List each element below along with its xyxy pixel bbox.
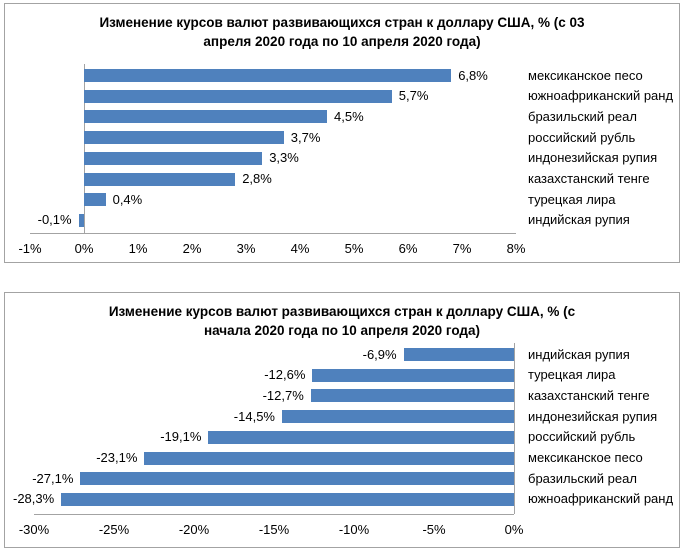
x-axis-line: [34, 514, 514, 515]
category-label: южноафриканский ранд: [528, 88, 674, 104]
x-axis-tick-label: 1%: [128, 241, 148, 256]
category-label: бразильский реал: [528, 108, 637, 124]
value-label: -27,1%: [32, 470, 74, 486]
bar: [84, 110, 327, 124]
bar: [84, 151, 263, 165]
weekly-change-chart-panel: Изменение курсов валют развивающихся стр…: [4, 3, 680, 263]
weekly-chart-plot-area: 6,8% мексиканское песо 5,7% южноафриканский…: [5, 4, 679, 262]
bar: [61, 492, 514, 506]
category-label: мексиканское песо: [528, 67, 643, 83]
bar: [208, 430, 514, 444]
value-label: -23,1%: [96, 450, 138, 465]
y-axis-line: [514, 343, 515, 514]
bar: [84, 69, 452, 82]
chart-title-line-1: Изменение курсов валют развивающихся стр…: [99, 15, 585, 30]
value-label: -12,6%: [264, 367, 306, 383]
bar: [84, 172, 236, 186]
category-label: индонезийская рупия: [528, 408, 658, 424]
x-axis-tick-label: -10%: [338, 522, 370, 537]
bar: [84, 131, 284, 145]
value-label: -14,5%: [233, 408, 275, 424]
ytd-change-chart-panel: Изменение курсов валют развивающихся стр…: [4, 292, 680, 548]
category-label: казахстанский тенге: [528, 171, 650, 186]
x-axis-tick-label: -25%: [98, 522, 130, 537]
value-label: -6,9%: [362, 346, 397, 362]
category-label: индонезийская рупия: [528, 150, 658, 166]
bar: [84, 193, 106, 207]
x-axis-tick-label: -5%: [422, 522, 446, 537]
category-label: бразильский реал: [528, 470, 637, 486]
value-label: 3,7%: [290, 129, 321, 145]
chart-title-line-2: начала 2020 года по 10 апреля 2020 года): [203, 323, 481, 338]
value-label: 2,8%: [242, 171, 272, 186]
category-label: российский рубль: [528, 429, 636, 445]
category-label: турецкая лира: [528, 367, 616, 383]
x-axis-tick-label: 0%: [504, 522, 524, 537]
chart-title: Изменение курсов валют развивающихся стр…: [5, 13, 679, 51]
value-label: 5,7%: [398, 88, 429, 104]
value-label: 6,8%: [458, 67, 488, 83]
category-label: казахстанский тенге: [528, 387, 650, 403]
x-axis-tick-label: -30%: [18, 522, 50, 537]
x-axis-tick-label: 7%: [452, 241, 472, 256]
category-label: южноафриканский ранд: [528, 491, 674, 507]
x-axis-tick-label: 3%: [236, 241, 256, 256]
value-label: -28,3%: [12, 491, 55, 507]
bar: [403, 348, 514, 361]
value-label: 3,3%: [269, 150, 299, 166]
chart-title-line-2: апреля 2020 года по 10 апреля 2020 года): [203, 34, 481, 49]
bar: [312, 368, 514, 382]
x-axis-tick-label: 4%: [290, 241, 310, 256]
value-label: 0,4%: [112, 191, 143, 207]
category-label: российский рубль: [528, 129, 636, 145]
value-label: 4,5%: [334, 108, 364, 124]
bar: [80, 472, 514, 486]
category-label: мексиканское песо: [528, 450, 643, 465]
bar: [282, 410, 514, 424]
chart-title: Изменение курсов валют развивающихся стр…: [5, 302, 679, 340]
x-axis-tick-label: -15%: [258, 522, 290, 537]
ytd-chart-plot-area: -6,9% индийская рупия -12,6% турецкая лира -…: [5, 293, 679, 547]
category-label: индийская рупия: [528, 346, 630, 362]
bar: [84, 89, 392, 103]
x-axis-tick-label: 5%: [344, 241, 364, 256]
bar: [310, 389, 514, 403]
value-label: -19,1%: [160, 429, 202, 445]
x-axis-tick-label: 0%: [74, 241, 94, 256]
bar: [144, 451, 514, 465]
bar: [78, 213, 84, 227]
x-axis-tick-label: 8%: [506, 241, 526, 256]
x-axis-line: [30, 233, 516, 234]
category-label: турецкая лира: [528, 191, 616, 207]
category-label: индийская рупия: [528, 212, 630, 228]
x-axis-tick-label: -1%: [18, 241, 42, 256]
x-axis-tick-label: -20%: [178, 522, 210, 537]
chart-title-line-1: Изменение курсов валют развивающихся стр…: [108, 304, 576, 319]
x-axis-tick-label: 2%: [182, 241, 202, 256]
x-axis-tick-label: 6%: [398, 241, 418, 256]
value-label: -12,7%: [262, 387, 304, 403]
y-axis-line: [84, 64, 85, 233]
value-label: -0,1%: [37, 212, 72, 228]
